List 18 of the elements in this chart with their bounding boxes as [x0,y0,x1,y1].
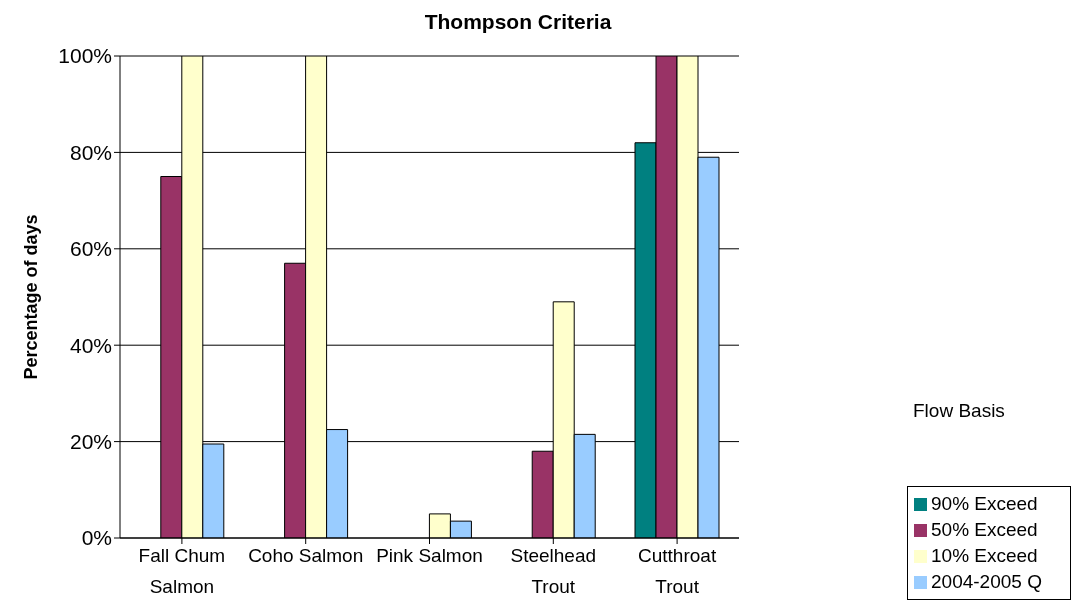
legend-title: Flow Basis [913,400,1005,422]
x-tick-label: Steelhead Trout [510,545,597,597]
y-tick-label: 20% [69,430,112,454]
y-tick-label: 0% [81,526,112,550]
y-tick-label: 60% [69,237,112,261]
x-tick-label: Fall Chum Salmon [138,545,226,597]
x-tick-label: Pink Salmon [376,545,483,566]
y-tick-label: 40% [69,333,112,357]
legend-label: 2004-2005 Q [931,571,1042,592]
x-tick-label: Cutthroat Trout [638,545,717,597]
x-tick-label: Coho Salmon [248,545,364,566]
legend-label: 10% Exceed [931,545,1038,566]
y-tick-label: 80% [69,140,112,164]
legend-label: 90% Exceed [931,493,1038,514]
legend-label: 50% Exceed [931,519,1038,540]
y-axis-title: Percentage of days [21,214,42,380]
chart-title: Thompson Criteria [423,10,613,34]
y-tick-label: 100% [58,44,112,68]
